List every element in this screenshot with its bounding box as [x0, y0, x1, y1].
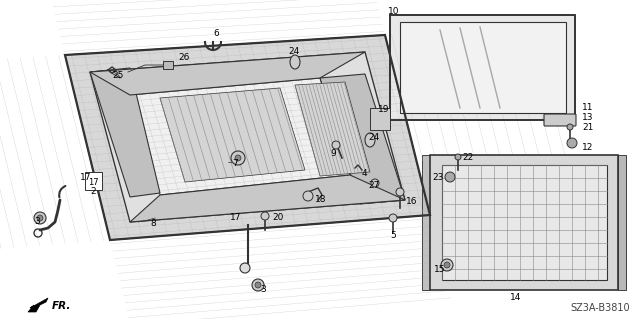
- Polygon shape: [130, 175, 405, 222]
- Polygon shape: [390, 15, 575, 120]
- Text: 6: 6: [213, 28, 219, 38]
- Circle shape: [34, 212, 46, 224]
- Ellipse shape: [365, 133, 375, 147]
- Circle shape: [455, 154, 461, 160]
- FancyBboxPatch shape: [370, 108, 390, 130]
- Polygon shape: [130, 78, 350, 195]
- Circle shape: [235, 155, 241, 161]
- Circle shape: [371, 179, 379, 187]
- Text: 21: 21: [582, 123, 593, 132]
- Polygon shape: [90, 68, 160, 197]
- Text: 11: 11: [582, 103, 593, 113]
- Text: 12: 12: [582, 144, 593, 152]
- Text: 17: 17: [230, 213, 241, 222]
- Text: 3: 3: [34, 218, 40, 226]
- Text: 20: 20: [272, 213, 284, 222]
- Text: 24: 24: [288, 48, 300, 56]
- Circle shape: [255, 282, 261, 288]
- Polygon shape: [442, 165, 607, 280]
- Polygon shape: [320, 74, 405, 204]
- Circle shape: [445, 172, 455, 182]
- Text: 26: 26: [178, 53, 189, 62]
- Text: SZ3A-B3810: SZ3A-B3810: [570, 303, 630, 313]
- Polygon shape: [90, 52, 365, 95]
- Text: 7: 7: [232, 159, 237, 167]
- Text: 5: 5: [390, 231, 396, 240]
- Polygon shape: [90, 52, 405, 222]
- Circle shape: [567, 138, 577, 148]
- Circle shape: [567, 124, 573, 130]
- Ellipse shape: [290, 55, 300, 69]
- Circle shape: [252, 279, 264, 291]
- Text: 17: 17: [80, 174, 92, 182]
- Text: 23: 23: [432, 174, 444, 182]
- Text: 2: 2: [90, 188, 95, 197]
- Text: 25: 25: [112, 70, 124, 79]
- Circle shape: [240, 263, 250, 273]
- Text: 3: 3: [260, 286, 266, 294]
- Circle shape: [261, 212, 269, 220]
- Text: 19: 19: [378, 106, 390, 115]
- Text: 18: 18: [315, 196, 326, 204]
- Text: 15: 15: [434, 265, 445, 275]
- FancyBboxPatch shape: [544, 114, 576, 126]
- Polygon shape: [65, 35, 430, 240]
- Polygon shape: [430, 155, 618, 290]
- Text: 8: 8: [150, 219, 156, 227]
- Circle shape: [332, 141, 340, 149]
- FancyBboxPatch shape: [163, 61, 173, 69]
- Polygon shape: [295, 82, 370, 176]
- Polygon shape: [85, 172, 102, 190]
- Text: 16: 16: [406, 197, 417, 206]
- Text: 10: 10: [388, 8, 399, 17]
- Circle shape: [389, 214, 397, 222]
- Circle shape: [444, 262, 450, 268]
- Text: 17: 17: [88, 178, 99, 187]
- Polygon shape: [160, 88, 305, 182]
- Circle shape: [396, 188, 404, 196]
- Circle shape: [231, 151, 245, 165]
- Text: 14: 14: [510, 293, 522, 302]
- Polygon shape: [618, 155, 626, 290]
- Text: 13: 13: [582, 114, 593, 122]
- Text: 4: 4: [362, 168, 367, 177]
- Circle shape: [303, 191, 313, 201]
- Text: FR.: FR.: [52, 301, 72, 311]
- Text: 27: 27: [368, 182, 380, 190]
- Polygon shape: [28, 298, 48, 312]
- Text: 9: 9: [330, 149, 336, 158]
- Polygon shape: [400, 22, 566, 113]
- Circle shape: [37, 215, 43, 221]
- Text: 24: 24: [368, 133, 380, 143]
- Text: 22: 22: [462, 153, 473, 162]
- Polygon shape: [422, 155, 430, 290]
- Circle shape: [441, 259, 453, 271]
